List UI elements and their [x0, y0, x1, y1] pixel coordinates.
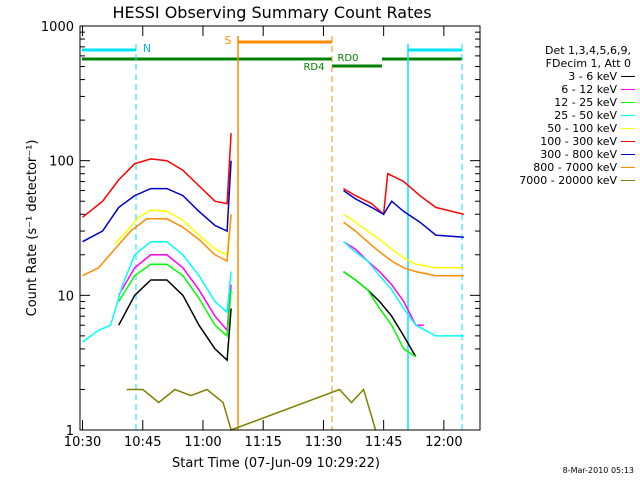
series-line-1 — [118, 241, 424, 333]
legend-label: 300 - 800 keV — [540, 148, 617, 161]
rd4-label: RD4 — [303, 62, 324, 73]
series-line-8 — [126, 388, 377, 431]
legend-item: 6 - 12 keV — [500, 83, 635, 96]
legend-label: 50 - 100 keV — [547, 122, 617, 135]
y-tick-label: 10 — [57, 289, 74, 304]
x-tick-label: 11:00 — [184, 435, 221, 450]
legend-swatch — [621, 89, 635, 90]
legend-item: 25 - 50 keV — [500, 109, 635, 122]
plot-frame — [79, 25, 481, 431]
legend-item: 300 - 800 keV — [500, 148, 635, 161]
legend-label: 7000 - 20000 keV — [519, 174, 617, 187]
night-label: N — [143, 42, 151, 55]
series-line-0 — [118, 270, 417, 362]
series-line-3 — [82, 240, 464, 343]
legend-swatch — [621, 128, 635, 129]
y-tick-label: 100 — [49, 155, 74, 170]
rd0-label: RD0 — [337, 53, 358, 64]
series-line-5 — [82, 133, 465, 218]
legend-header-line-2: FDecim 1, Att 0 — [545, 57, 631, 70]
legend-label: 25 - 50 keV — [554, 109, 617, 122]
x-tick-label: 11:15 — [244, 435, 281, 450]
x-tick-label: 11:45 — [365, 435, 402, 450]
y-axis-label: Count Rate (s⁻¹ detector⁻¹) — [25, 140, 40, 317]
x-tick-label: 12:00 — [425, 435, 462, 450]
x-tick-label: 10:30 — [64, 435, 101, 450]
series-line-6 — [82, 160, 464, 243]
legend-label: 3 - 6 keV — [568, 70, 617, 83]
series-line-7 — [82, 214, 464, 277]
legend-label: 12 - 25 keV — [554, 96, 617, 109]
legend-label: 6 - 12 keV — [561, 83, 617, 96]
legend-swatch — [621, 76, 635, 77]
timestamp: 8-Mar-2010 05:13 — [562, 466, 634, 475]
legend-label: 100 - 300 keV — [540, 135, 617, 148]
series-line-4 — [114, 209, 464, 269]
chart-title: HESSI Observing Summary Count Rates — [112, 3, 431, 22]
legend-swatch — [621, 180, 635, 181]
legend-label: 800 - 7000 keV — [533, 161, 617, 174]
y-tick-label: 1000 — [41, 20, 74, 35]
x-tick-label: 10:45 — [124, 435, 161, 450]
saa-label: S — [225, 34, 232, 47]
legend-header-line-1: Det 1,3,4,5,6,9, — [544, 44, 631, 57]
x-axis-label: Start Time (07-Jun-09 10:29:22) — [172, 456, 380, 471]
x-tick-label: 11:30 — [305, 435, 342, 450]
legend-item: 50 - 100 keV — [500, 122, 635, 135]
legend-item: 100 - 300 keV — [500, 135, 635, 148]
legend-item: 3 - 6 keV — [500, 70, 635, 83]
legend-swatch — [621, 154, 635, 155]
legend-item: 7000 - 20000 keV — [500, 174, 635, 187]
legend-swatch — [621, 115, 635, 116]
plot-area: N S RD0 RD4 1 10 100 1000 10:30 10:45 11:00 11:15 11… — [41, 20, 481, 450]
legend-swatch — [621, 141, 635, 142]
legend-swatch — [621, 102, 635, 103]
legend-swatch — [621, 167, 635, 168]
legend-item: 800 - 7000 keV — [500, 161, 635, 174]
legend: Det 1,3,4,5,6,9, FDecim 1, Att 0 3 - 6 k… — [500, 44, 635, 187]
legend-item: 12 - 25 keV — [500, 96, 635, 109]
series-line-2 — [118, 263, 417, 358]
y-tick-label: 1 — [66, 424, 74, 439]
